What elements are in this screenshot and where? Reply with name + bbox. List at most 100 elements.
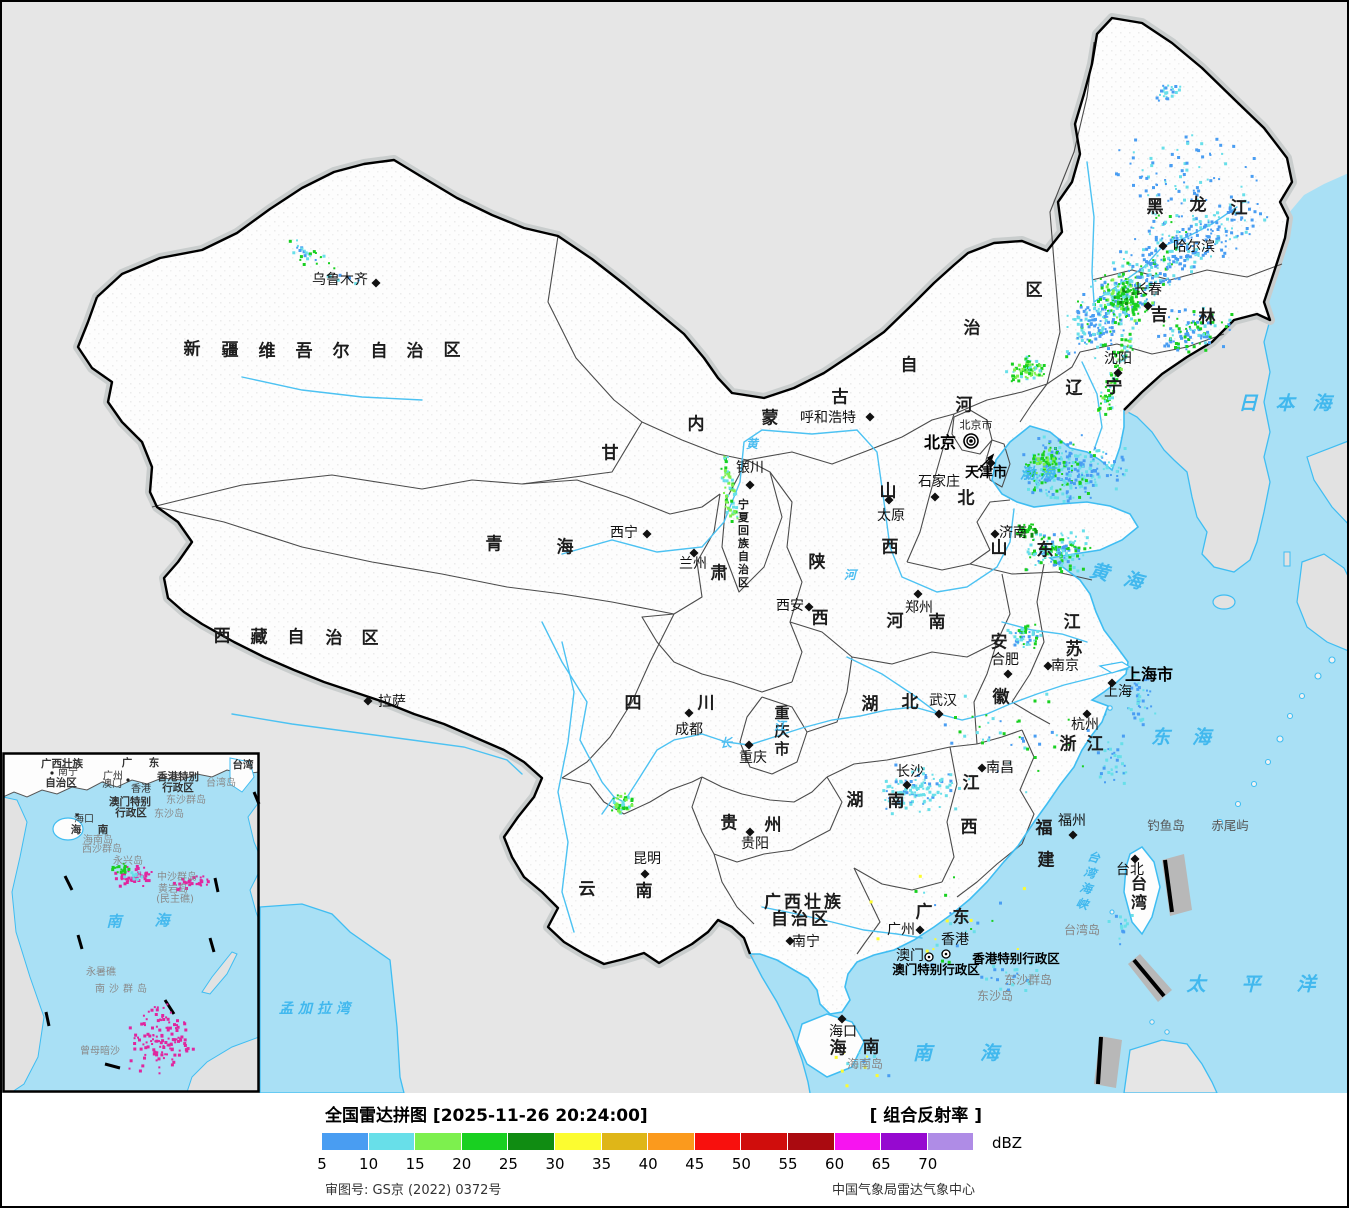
- radar-echo-pixel: [184, 1028, 188, 1032]
- radar-echo-pixel: [1152, 186, 1155, 190]
- radar-echo-pixel: [1069, 495, 1072, 498]
- radar-echo-pixel: [1128, 332, 1132, 336]
- radar-echo-pixel: [1139, 706, 1142, 709]
- radar-echo-pixel: [1170, 263, 1173, 266]
- radar-echo-pixel: [1129, 303, 1132, 306]
- radar-echo-pixel: [724, 505, 727, 508]
- radar-echo-pixel: [1120, 288, 1124, 292]
- radar-echo-pixel: [1030, 523, 1033, 526]
- radar-echo-pixel: [1210, 232, 1213, 235]
- radar-echo-pixel: [1104, 386, 1107, 389]
- radar-echo-pixel: [612, 801, 616, 804]
- radar-echo-pixel: [1103, 315, 1107, 318]
- radar-echo-pixel: [1105, 330, 1109, 334]
- radar-echo-pixel: [1186, 244, 1189, 247]
- radar-echo-pixel: [1080, 304, 1082, 307]
- radar-echo-pixel: [121, 874, 124, 877]
- radar-echo-pixel: [1142, 293, 1146, 297]
- radar-echo-pixel: [1120, 295, 1123, 298]
- hainan-island: [796, 1013, 865, 1078]
- radar-echo-pixel: [1138, 306, 1141, 309]
- radar-echo-pixel: [1165, 96, 1168, 99]
- radar-echo-pixel: [1128, 345, 1131, 349]
- radar-echo-pixel: [1065, 482, 1069, 486]
- radar-echo-pixel: [1089, 480, 1093, 484]
- radar-echo-pixel: [161, 1014, 165, 1017]
- radar-echo-pixel: [1048, 448, 1051, 452]
- radar-echo-pixel: [1197, 189, 1201, 193]
- radar-echo-pixel: [1020, 534, 1023, 537]
- radar-echo-pixel: [1074, 540, 1077, 543]
- radar-echo-pixel: [1110, 772, 1114, 776]
- radar-echo-pixel: [1162, 324, 1165, 327]
- radar-echo-pixel: [300, 247, 304, 251]
- radar-echo-pixel: [731, 512, 735, 516]
- radar-echo-pixel: [1072, 482, 1076, 486]
- radar-echo-pixel: [1145, 279, 1149, 283]
- radar-echo-pixel: [1089, 463, 1093, 467]
- radar-echo-pixel: [922, 781, 925, 784]
- radar-echo-pixel: [725, 470, 729, 474]
- radar-echo-pixel: [1170, 240, 1173, 243]
- radar-echo-pixel: [1127, 288, 1130, 291]
- radar-echo-pixel: [1021, 367, 1025, 371]
- radar-echo-pixel: [1117, 364, 1119, 367]
- radar-echo-pixel: [1047, 472, 1051, 476]
- radar-echo-pixel: [1026, 376, 1029, 379]
- radar-echo-pixel: [913, 786, 916, 789]
- radar-echo-pixel: [1061, 538, 1065, 542]
- radar-echo-pixel: [1229, 238, 1231, 241]
- radar-echo-pixel: [1039, 533, 1043, 537]
- radar-echo-pixel: [1071, 541, 1075, 545]
- radar-echo-pixel: [624, 798, 628, 802]
- radar-echo-pixel: [1156, 264, 1159, 267]
- radar-echo-pixel: [1183, 181, 1186, 184]
- radar-echo-pixel: [731, 501, 735, 505]
- radar-echo-pixel: [1061, 546, 1065, 549]
- radar-echo-pixel: [1245, 227, 1249, 230]
- radar-echo-pixel: [1126, 688, 1129, 691]
- radar-echo-pixel: [1029, 556, 1032, 559]
- radar-echo-pixel: [1148, 253, 1152, 257]
- radar-echo-pixel: [1187, 322, 1189, 325]
- radar-echo-pixel: [1019, 630, 1023, 634]
- radar-echo-pixel: [1244, 230, 1248, 234]
- radar-echo-pixel: [1113, 321, 1117, 324]
- radar-echo-pixel: [1137, 705, 1140, 708]
- radar-echo-pixel: [162, 1046, 166, 1049]
- radar-echo-pixel: [178, 1049, 181, 1052]
- radar-echo-pixel: [1078, 342, 1081, 345]
- radar-echo-pixel: [1086, 323, 1089, 326]
- radar-echo-pixel: [169, 1042, 173, 1046]
- radar-echo-pixel: [1097, 300, 1100, 303]
- radar-echo-pixel: [1051, 475, 1055, 479]
- radar-echo-pixel: [1149, 156, 1153, 160]
- radar-echo-pixel: [895, 778, 898, 781]
- radar-echo-pixel: [114, 866, 117, 869]
- radar-echo-pixel: [1214, 214, 1216, 217]
- radar-echo-pixel: [1176, 348, 1180, 352]
- radar-echo-pixel: [1195, 193, 1199, 197]
- radar-echo-pixel: [1120, 297, 1123, 300]
- radar-echo-pixel: [1081, 474, 1084, 476]
- radar-echo-pixel: [1174, 342, 1178, 345]
- radar-echo-pixel: [1098, 323, 1102, 327]
- radar-echo-pixel: [1054, 462, 1058, 466]
- radar-echo-pixel: [1098, 775, 1102, 779]
- radar-echo-pixel: [1225, 234, 1228, 237]
- radar-echo-pixel: [1195, 241, 1199, 245]
- radar-echo-pixel: [1079, 464, 1083, 468]
- radar-echo-pixel: [723, 455, 726, 458]
- radar-echo-pixel: [842, 1051, 845, 1054]
- radar-echo-pixel: [1141, 302, 1145, 306]
- radar-echo-pixel: [1123, 346, 1126, 350]
- radar-echo-pixel: [1145, 260, 1148, 264]
- sea-east: [750, 173, 1347, 1093]
- radar-echo-pixel: [347, 276, 351, 280]
- radar-echo-pixel: [1216, 228, 1220, 231]
- colorbar-unit: dBZ: [992, 1134, 1023, 1152]
- radar-echo-pixel: [153, 1050, 157, 1054]
- radar-echo-pixel: [1094, 279, 1097, 282]
- radar-echo-pixel: [1131, 305, 1135, 309]
- radar-echo-pixel: [1250, 218, 1254, 222]
